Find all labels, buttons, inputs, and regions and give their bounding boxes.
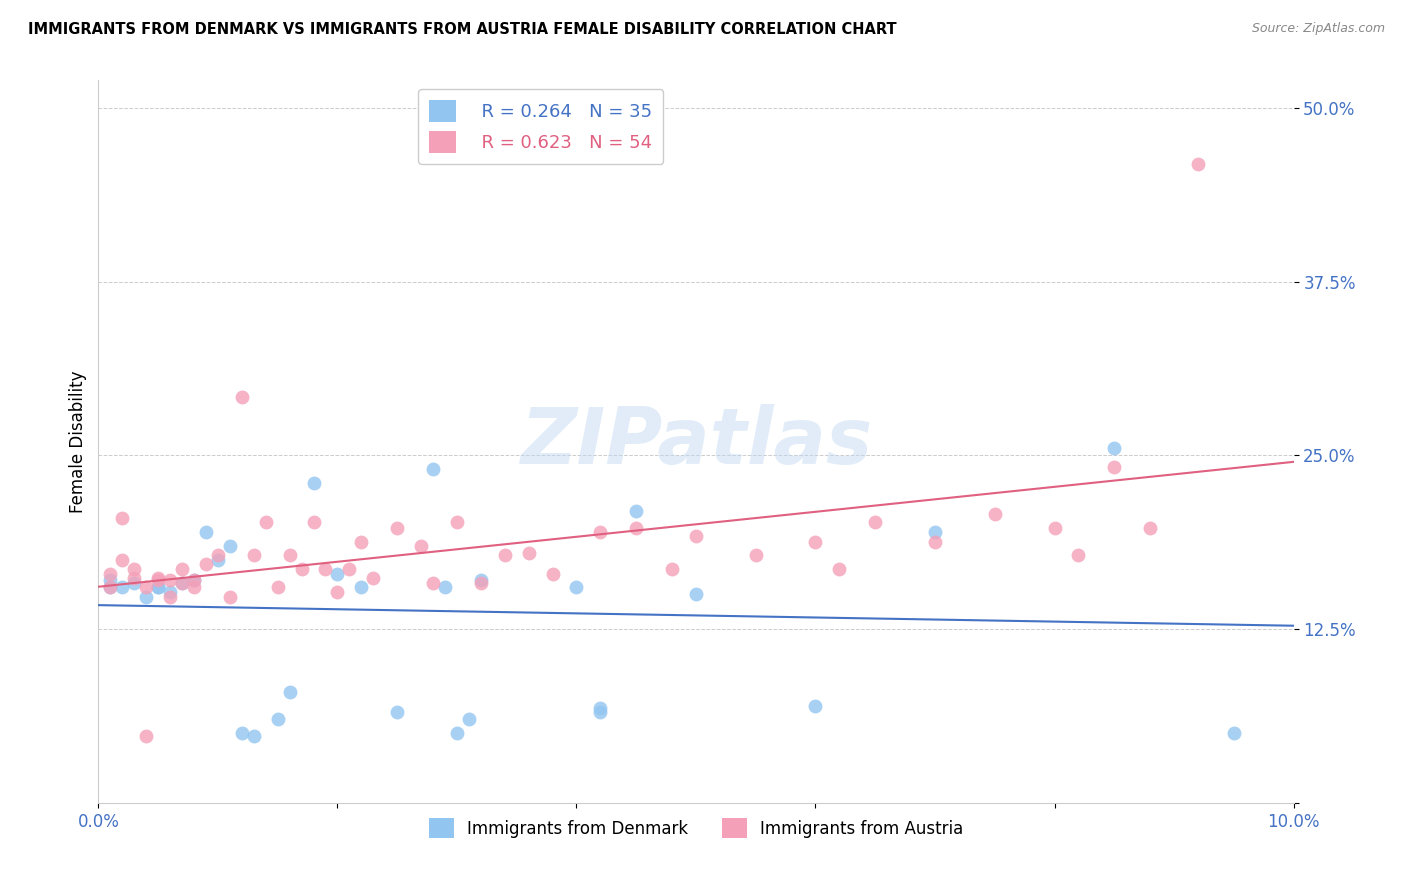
Point	[350, 581, 373, 595]
Point	[326, 584, 349, 599]
Legend: Immigrants from Denmark, Immigrants from Austria: Immigrants from Denmark, Immigrants from…	[422, 812, 970, 845]
Point	[470, 576, 492, 591]
Point	[172, 562, 194, 576]
Point	[828, 562, 851, 576]
Point	[446, 515, 468, 529]
Point	[411, 539, 433, 553]
Point	[98, 581, 122, 595]
Point	[422, 462, 444, 476]
Point	[1043, 521, 1066, 535]
Point	[159, 574, 181, 588]
Point	[111, 511, 134, 525]
Point	[278, 684, 301, 698]
Point	[565, 581, 588, 595]
Point	[589, 701, 612, 715]
Point	[124, 562, 146, 576]
Point	[1139, 521, 1161, 535]
Point	[326, 566, 349, 581]
Point	[350, 534, 373, 549]
Point	[1067, 549, 1090, 563]
Point	[195, 524, 218, 539]
Point	[207, 549, 229, 563]
Point	[745, 549, 768, 563]
Text: IMMIGRANTS FROM DENMARK VS IMMIGRANTS FROM AUSTRIA FEMALE DISABILITY CORRELATION: IMMIGRANTS FROM DENMARK VS IMMIGRANTS FR…	[28, 22, 897, 37]
Point	[148, 574, 170, 588]
Point	[1104, 442, 1126, 456]
Point	[111, 552, 134, 566]
Point	[124, 571, 146, 585]
Point	[219, 539, 242, 553]
Point	[172, 576, 194, 591]
Point	[541, 566, 564, 581]
Point	[254, 515, 277, 529]
Point	[207, 552, 229, 566]
Point	[984, 507, 1007, 521]
Point	[267, 581, 290, 595]
Point	[98, 574, 122, 588]
Point	[98, 566, 122, 581]
Point	[243, 549, 266, 563]
Text: Source: ZipAtlas.com: Source: ZipAtlas.com	[1251, 22, 1385, 36]
Point	[685, 587, 707, 601]
Point	[183, 574, 205, 588]
Point	[148, 571, 170, 585]
Point	[1187, 156, 1209, 170]
Point	[231, 390, 253, 404]
Point	[363, 571, 385, 585]
Point	[124, 576, 146, 591]
Point	[135, 581, 157, 595]
Point	[385, 706, 409, 720]
Point	[302, 476, 325, 491]
Point	[148, 581, 170, 595]
Point	[924, 534, 946, 549]
Point	[98, 581, 122, 595]
Point	[148, 581, 170, 595]
Point	[231, 726, 253, 740]
Point	[315, 562, 337, 576]
Point	[804, 698, 827, 713]
Point	[291, 562, 314, 576]
Point	[135, 590, 157, 604]
Point	[302, 515, 325, 529]
Point	[1104, 459, 1126, 474]
Point	[195, 557, 218, 571]
Point	[865, 515, 887, 529]
Point	[661, 562, 683, 576]
Point	[804, 534, 827, 549]
Point	[339, 562, 361, 576]
Point	[626, 521, 648, 535]
Point	[434, 581, 457, 595]
Point	[446, 726, 468, 740]
Y-axis label: Female Disability: Female Disability	[69, 370, 87, 513]
Point	[626, 504, 648, 518]
Point	[458, 713, 481, 727]
Point	[685, 529, 707, 543]
Point	[278, 549, 301, 563]
Point	[159, 584, 181, 599]
Point	[111, 581, 134, 595]
Point	[494, 549, 516, 563]
Point	[589, 706, 612, 720]
Point	[924, 524, 946, 539]
Point	[183, 581, 205, 595]
Point	[243, 729, 266, 743]
Point	[159, 590, 181, 604]
Point	[589, 524, 612, 539]
Point	[422, 576, 444, 591]
Point	[219, 590, 242, 604]
Point	[517, 546, 540, 560]
Point	[385, 521, 409, 535]
Point	[1223, 726, 1246, 740]
Point	[470, 574, 492, 588]
Point	[183, 574, 205, 588]
Text: ZIPatlas: ZIPatlas	[520, 403, 872, 480]
Point	[135, 729, 157, 743]
Point	[267, 713, 290, 727]
Point	[172, 576, 194, 591]
